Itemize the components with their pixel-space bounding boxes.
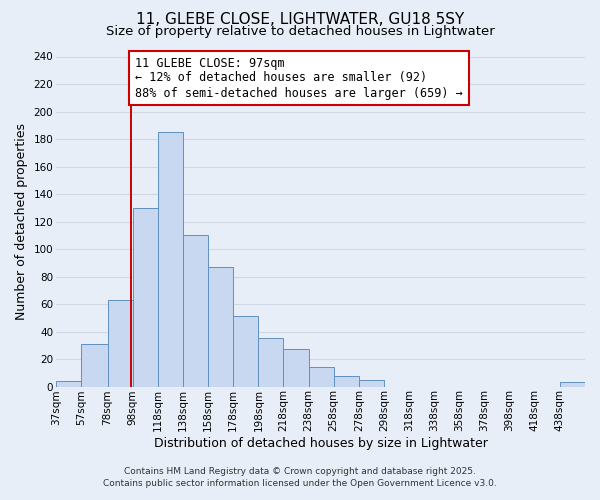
Text: Contains HM Land Registry data © Crown copyright and database right 2025.
Contai: Contains HM Land Registry data © Crown c… [103,466,497,487]
Bar [133,208,158,386]
Text: 11 GLEBE CLOSE: 97sqm
← 12% of detached houses are smaller (92)
88% of semi-deta: 11 GLEBE CLOSE: 97sqm ← 12% of detached … [135,56,463,100]
Bar [158,132,183,386]
Bar [308,368,334,386]
Bar [560,382,585,386]
Bar [183,236,208,386]
Bar [107,300,133,386]
Bar [208,267,233,386]
X-axis label: Distribution of detached houses by size in Lightwater: Distribution of detached houses by size … [154,437,487,450]
Bar [233,316,259,386]
Bar [334,376,359,386]
Bar [81,344,107,387]
Text: Size of property relative to detached houses in Lightwater: Size of property relative to detached ho… [106,25,494,38]
Bar [56,381,81,386]
Y-axis label: Number of detached properties: Number of detached properties [15,123,28,320]
Text: 11, GLEBE CLOSE, LIGHTWATER, GU18 5SY: 11, GLEBE CLOSE, LIGHTWATER, GU18 5SY [136,12,464,28]
Bar [259,338,283,386]
Bar [283,350,308,387]
Bar [359,380,384,386]
